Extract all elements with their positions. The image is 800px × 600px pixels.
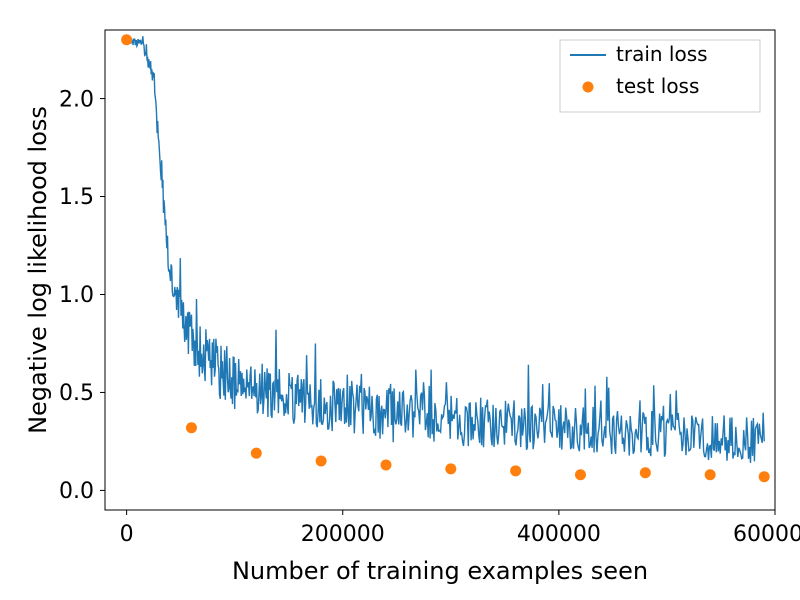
test-loss-marker (186, 422, 197, 433)
y-tick-label: 0.5 (59, 381, 94, 406)
test-loss-marker (445, 463, 456, 474)
test-loss-marker (316, 456, 327, 467)
loss-chart: 0 200000 400000 600000 0.0 0.5 1.0 1.5 2.0 Number… (0, 0, 800, 600)
test-loss-marker (575, 469, 586, 480)
test-loss-marker (251, 448, 262, 459)
test-loss-marker (640, 467, 651, 478)
x-tick-label: 600000 (733, 522, 800, 547)
legend-marker-icon (583, 82, 594, 93)
x-tick-label: 0 (120, 522, 134, 547)
test-loss-marker (759, 471, 770, 482)
test-loss-marker (705, 469, 716, 480)
y-axis-label: Negative log likelihood loss (24, 106, 52, 434)
x-tick-label: 200000 (301, 522, 385, 547)
y-tick-label: 1.5 (59, 185, 94, 210)
test-loss-marker (121, 34, 132, 45)
legend-label: test loss (616, 74, 699, 98)
test-loss-marker (380, 459, 391, 470)
legend-label: train loss (616, 42, 708, 66)
chart-svg: 0 200000 400000 600000 0.0 0.5 1.0 1.5 2.0 Number… (0, 0, 800, 600)
y-tick-label: 2.0 (59, 87, 94, 112)
y-tick-label: 1.0 (59, 283, 94, 308)
y-tick-label: 0.0 (59, 479, 94, 504)
x-axis-label: Number of training examples seen (232, 557, 648, 585)
test-loss-marker (510, 465, 521, 476)
x-tick-label: 400000 (517, 522, 601, 547)
